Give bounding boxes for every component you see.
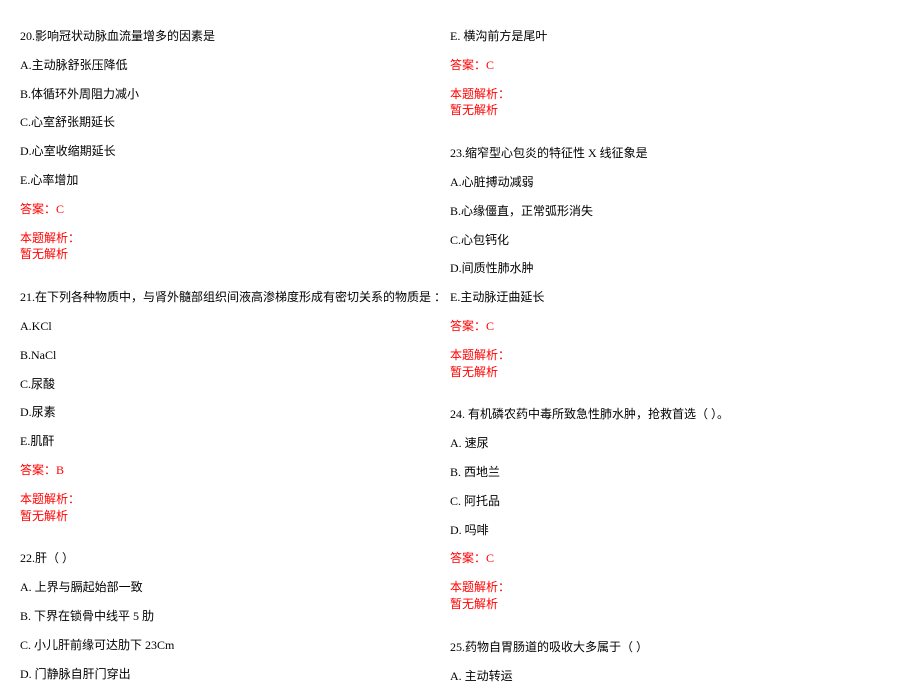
q21-exp-text: 暂无解析 [20, 508, 460, 525]
q24-opt-a: A. 速尿 [450, 435, 890, 452]
q21-answer: 答案：B [20, 462, 460, 479]
left-column: 20.影响冠状动脉血流量增多的因素是 A.主动脉舒张压降低 B.体循环外周阻力减… [20, 0, 460, 694]
q20-opt-b: B.体循环外周阻力减小 [20, 86, 460, 103]
q24-opt-d: D. 吗啡 [450, 522, 890, 539]
q20-exp-text: 暂无解析 [20, 246, 460, 263]
q20-opt-e: E.心率增加 [20, 172, 460, 189]
q23-exp-text: 暂无解析 [450, 364, 890, 381]
q21-opt-b: B.NaCl [20, 347, 460, 364]
q22-opt-c: C. 小儿肝前缘可达肋下 23Cm [20, 637, 460, 654]
q21-opt-a: A.KCl [20, 318, 460, 335]
q24-opt-b: B. 西地兰 [450, 464, 890, 481]
q20-stem: 20.影响冠状动脉血流量增多的因素是 [20, 28, 460, 45]
q20-exp-label: 本题解析： [20, 230, 460, 247]
q23-answer: 答案：C [450, 318, 890, 335]
q24-stem: 24. 有机磷农药中毒所致急性肺水肿，抢救首选（ ）。 [450, 406, 890, 423]
q23-opt-e: E.主动脉迂曲延长 [450, 289, 890, 306]
q22-exp-label: 本题解析： [450, 86, 890, 103]
q22-opt-a: A. 上界与膈起始部一致 [20, 579, 460, 596]
q23-exp-label: 本题解析： [450, 347, 890, 364]
q23-opt-a: A.心脏搏动减弱 [450, 174, 890, 191]
q22-exp-text: 暂无解析 [450, 102, 890, 119]
right-column: E. 横沟前方是尾叶 答案：C 本题解析： 暂无解析 23.缩窄型心包炎的特征性… [450, 0, 890, 696]
q23-opt-d: D.间质性肺水肿 [450, 260, 890, 277]
q20-opt-d: D.心室收缩期延长 [20, 143, 460, 160]
q21-exp-label: 本题解析： [20, 491, 460, 508]
q22-answer: 答案：C [450, 57, 890, 74]
q22-opt-d: D. 门静脉自肝门穿出 [20, 666, 460, 683]
q25-opt-a: A. 主动转运 [450, 668, 890, 685]
q23-opt-b: B.心缘僵直，正常弧形消失 [450, 203, 890, 220]
q24-opt-c: C. 阿托品 [450, 493, 890, 510]
q20-answer: 答案：C [20, 201, 460, 218]
q25-stem: 25.药物自胃肠道的吸收大多属于（ ） [450, 639, 890, 656]
q21-stem: 21.在下列各种物质中，与肾外髓部组织间液高渗梯度形成有密切关系的物质是 ： [20, 289, 460, 306]
q23-stem: 23.缩窄型心包炎的特征性 X 线征象是 [450, 145, 890, 162]
q22-stem: 22.肝（ ） [20, 550, 460, 567]
q24-answer: 答案：C [450, 550, 890, 567]
q20-opt-c: C.心室舒张期延长 [20, 114, 460, 131]
q22-opt-b: B. 下界在锁骨中线平 5 肋 [20, 608, 460, 625]
q24-exp-label: 本题解析： [450, 579, 890, 596]
q24-exp-text: 暂无解析 [450, 596, 890, 613]
q23-opt-c: C.心包钙化 [450, 232, 890, 249]
q20-opt-a: A.主动脉舒张压降低 [20, 57, 460, 74]
q21-opt-e: E.肌酐 [20, 433, 460, 450]
q21-opt-c: C.尿酸 [20, 376, 460, 393]
q22-opt-e: E. 横沟前方是尾叶 [450, 28, 890, 45]
q21-opt-d: D.尿素 [20, 404, 460, 421]
